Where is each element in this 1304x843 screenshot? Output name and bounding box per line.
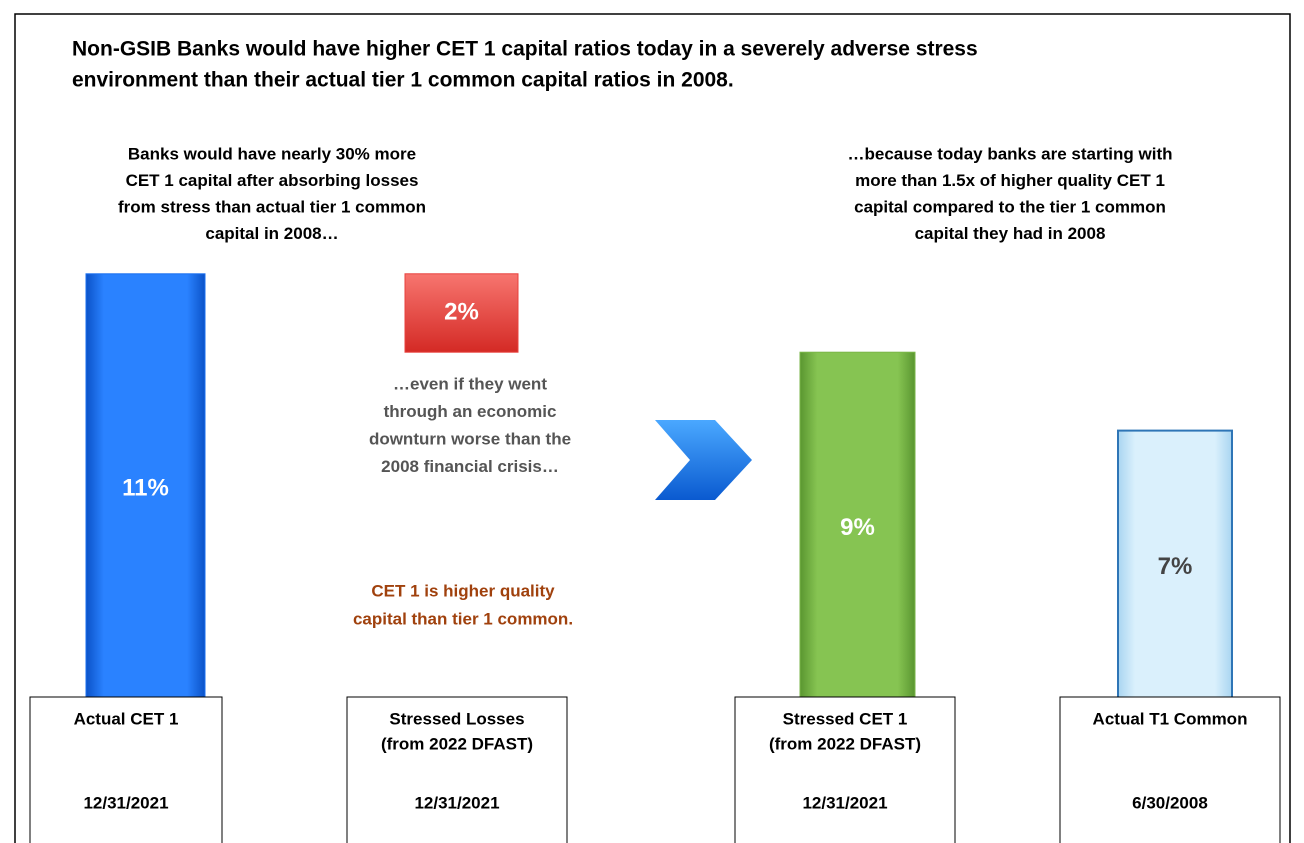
annotation: capital in 2008…	[205, 224, 338, 243]
arrow	[655, 420, 752, 500]
bar	[404, 273, 519, 353]
annotation: 2008 financial crisis…	[381, 457, 559, 476]
category-label: Actual CET 1	[74, 709, 179, 728]
value-label: 7%	[1158, 553, 1193, 580]
category-date: 12/31/2021	[83, 793, 168, 812]
value-label: 11%	[122, 475, 169, 502]
category-box	[1059, 696, 1281, 843]
category-date: 12/31/2021	[414, 793, 499, 812]
category-label: Actual T1 Common	[1093, 709, 1248, 728]
annotation: more than 1.5x of higher quality CET 1	[855, 171, 1165, 190]
annotation: CET 1 capital after absorbing losses	[126, 171, 419, 190]
category-box	[346, 696, 568, 843]
annotation: capital they had in 2008	[915, 224, 1106, 243]
annotation: through an economic	[384, 402, 557, 421]
category-date: 12/31/2021	[802, 793, 887, 812]
category-label: Stressed Losses	[389, 709, 524, 728]
category-label: Stressed CET 1	[783, 709, 908, 728]
category-label: (from 2022 DFAST)	[769, 734, 921, 753]
category-box	[29, 696, 223, 843]
annotation: capital compared to the tier 1 common	[854, 197, 1166, 216]
annotation: …even if they went	[393, 374, 547, 393]
chart-title: environment than their actual tier 1 com…	[72, 69, 734, 92]
annotation: downturn worse than the	[369, 429, 571, 448]
annotation: from stress than actual tier 1 common	[118, 197, 426, 216]
value-label: 2%	[444, 298, 479, 325]
annotation: …because today banks are starting with	[848, 144, 1173, 163]
annotation: CET 1 is higher quality	[371, 581, 555, 600]
category-date: 6/30/2008	[1132, 793, 1208, 812]
category-box	[734, 696, 956, 843]
frame	[14, 13, 1291, 843]
value-label: 9%	[840, 514, 875, 541]
annotation: Banks would have nearly 30% more	[128, 144, 416, 163]
category-label: (from 2022 DFAST)	[381, 734, 533, 753]
chart-title: Non-GSIB Banks would have higher CET 1 c…	[72, 38, 978, 61]
annotation: capital than tier 1 common.	[353, 609, 573, 628]
